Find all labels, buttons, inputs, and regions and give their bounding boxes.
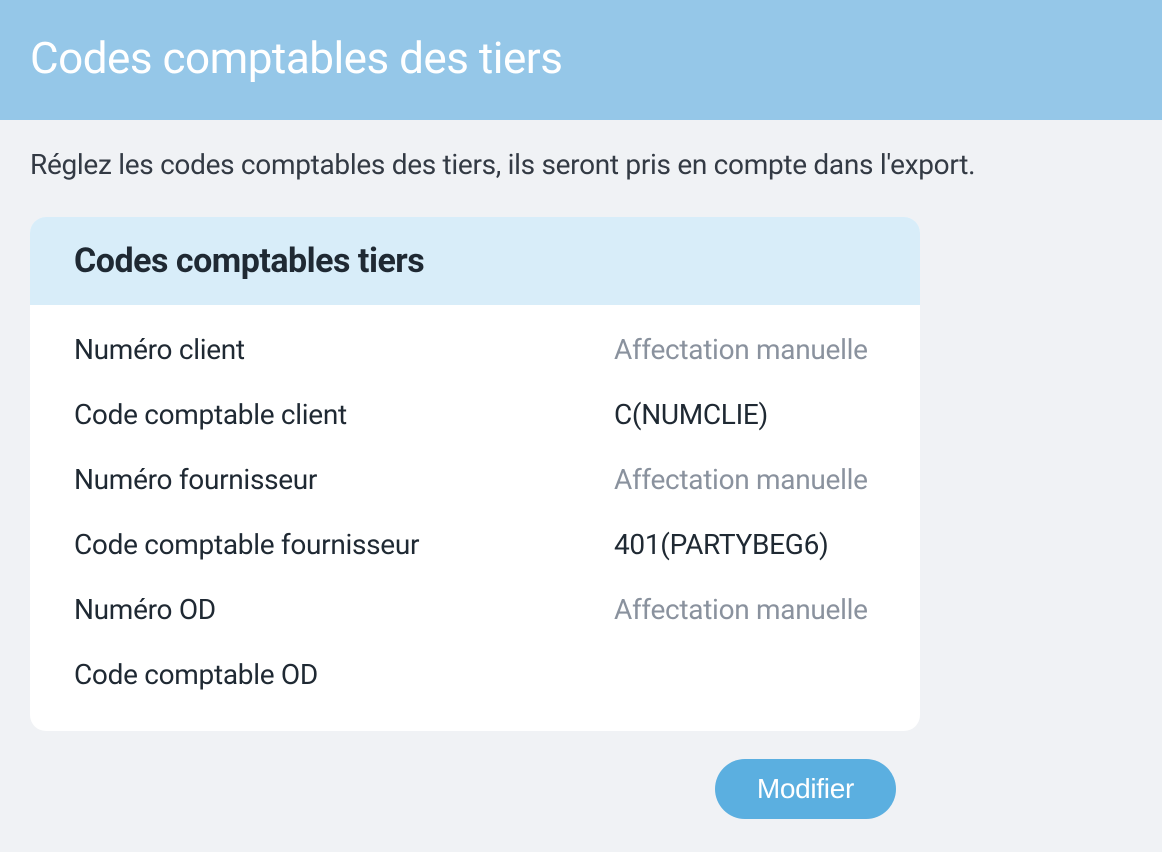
card-header: Codes comptables tiers: [30, 217, 920, 305]
card-row: Code comptable fournisseur401(PARTYBEG6): [30, 512, 920, 577]
row-label: Code comptable fournisseur: [74, 528, 614, 561]
page-content: Réglez les codes comptables des tiers, i…: [0, 120, 1162, 847]
row-value: Affectation manuelle: [614, 333, 876, 366]
card-row: Code comptable OD: [30, 642, 920, 707]
row-value: Affectation manuelle: [614, 593, 876, 626]
card-row: Numéro clientAffectation manuelle: [30, 317, 920, 382]
button-row: Modifier: [30, 759, 920, 819]
card-row: Numéro fournisseurAffectation manuelle: [30, 447, 920, 512]
modify-button[interactable]: Modifier: [715, 759, 896, 819]
card-body: Numéro clientAffectation manuelleCode co…: [30, 305, 920, 731]
page-header: Codes comptables des tiers: [0, 0, 1162, 120]
page-description: Réglez les codes comptables des tiers, i…: [30, 148, 1132, 181]
page-title: Codes comptables des tiers: [30, 32, 1132, 84]
row-label: Code comptable client: [74, 398, 614, 431]
card-title: Codes comptables tiers: [74, 241, 876, 281]
row-label: Code comptable OD: [74, 658, 614, 691]
row-value: C(NUMCLIE): [614, 398, 876, 431]
row-label: Numéro fournisseur: [74, 463, 614, 496]
codes-card: Codes comptables tiers Numéro clientAffe…: [30, 217, 920, 731]
row-label: Numéro client: [74, 333, 614, 366]
card-row: Code comptable clientC(NUMCLIE): [30, 382, 920, 447]
card-row: Numéro ODAffectation manuelle: [30, 577, 920, 642]
row-label: Numéro OD: [74, 593, 614, 626]
row-value: 401(PARTYBEG6): [614, 528, 876, 561]
row-value: Affectation manuelle: [614, 463, 876, 496]
